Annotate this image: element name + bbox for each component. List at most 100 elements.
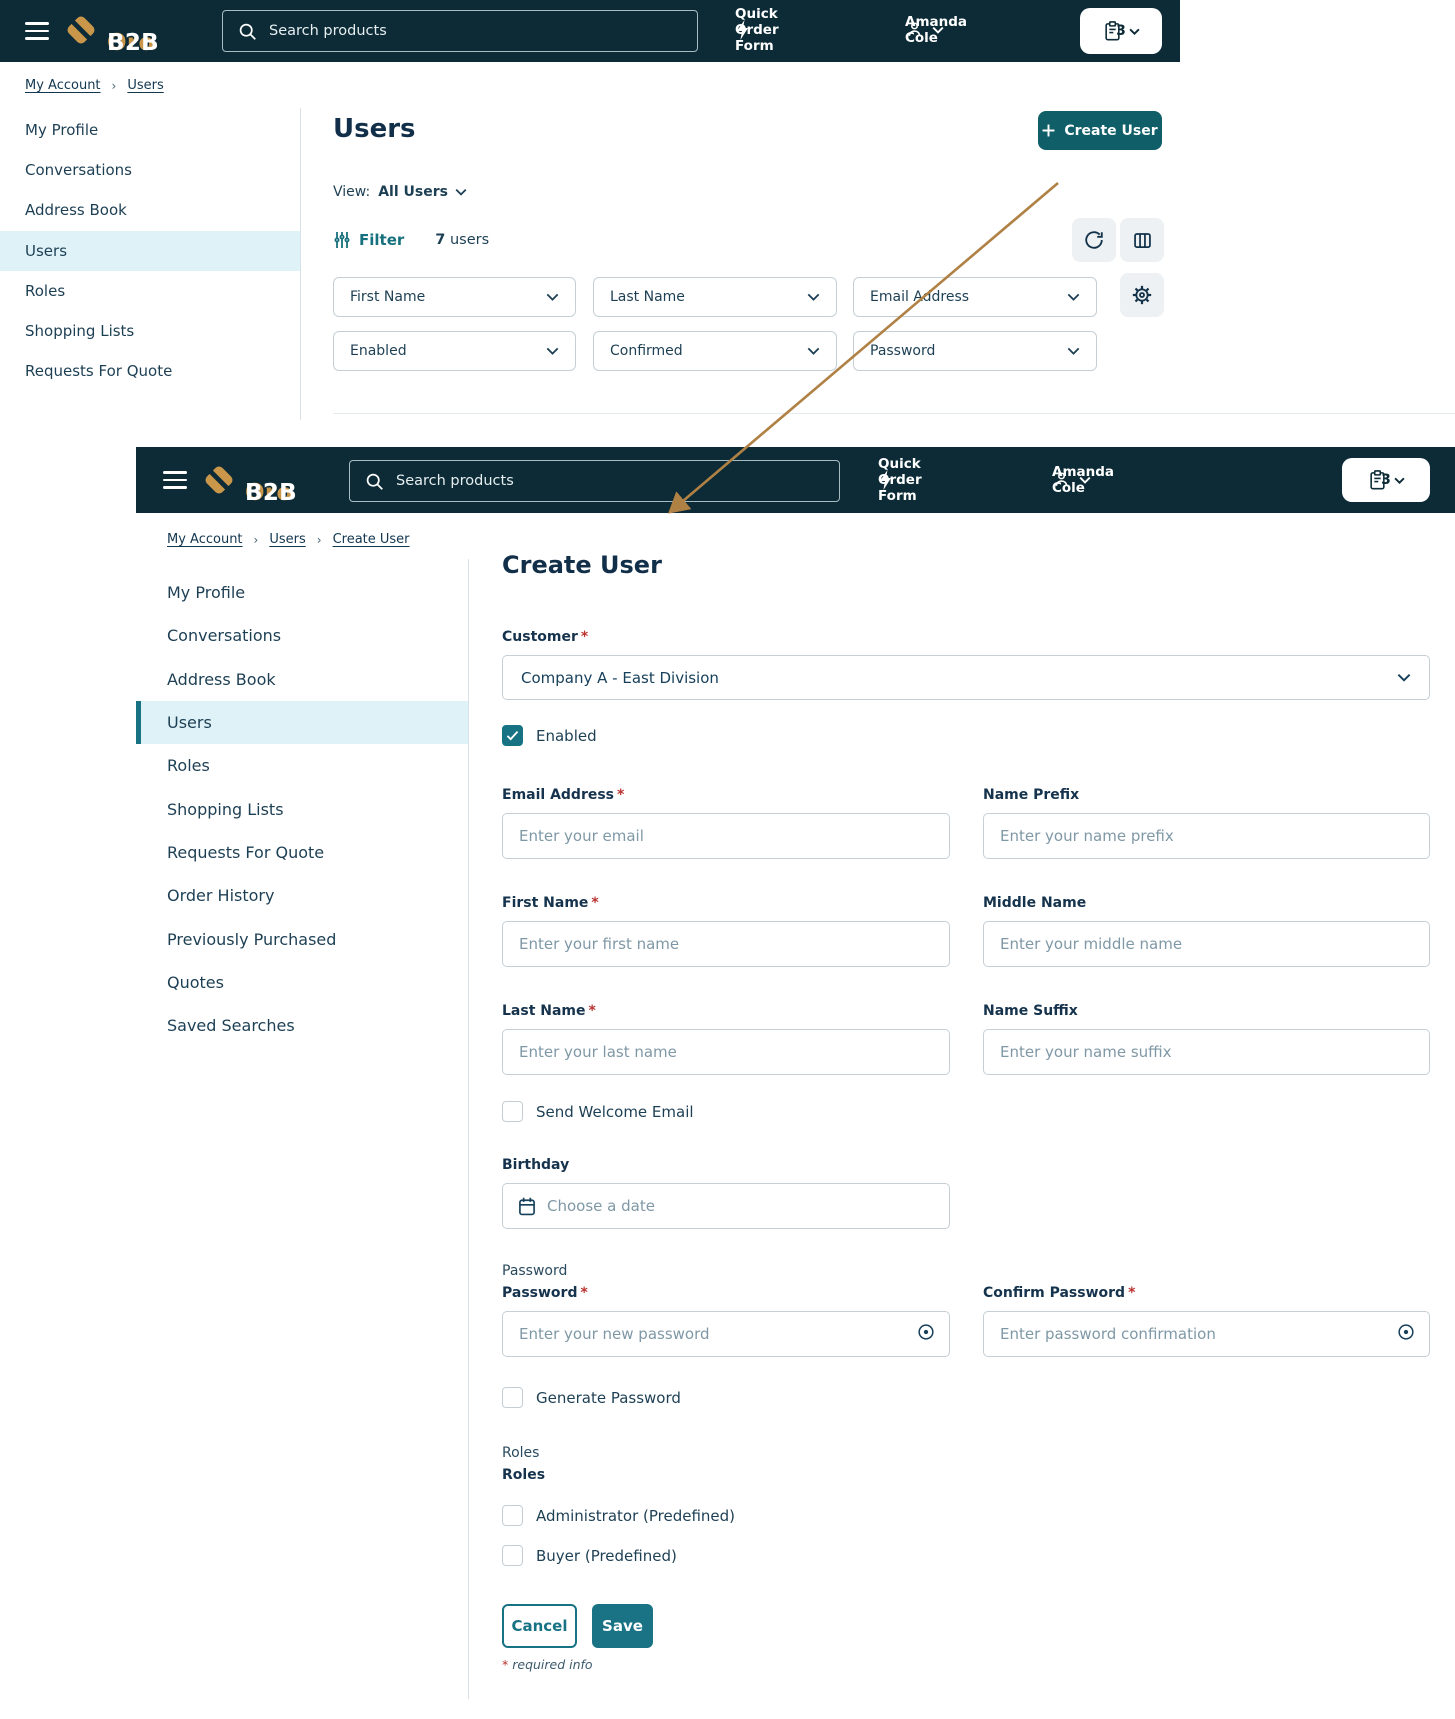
logo-diamond-icon [64,13,98,47]
show-confirm-password-icon[interactable] [1396,1322,1416,1346]
menu-icon[interactable] [25,22,49,40]
grid-settings-button[interactable] [1120,273,1164,317]
role-buyer-row[interactable]: Buyer (Predefined) [502,1545,677,1566]
first-name-field[interactable] [502,921,950,967]
search-input[interactable]: Search products [222,10,698,52]
sidebar-item-quotes[interactable]: Quotes [167,972,224,992]
sidebar-item-shopping-lists[interactable]: Shopping Lists [25,322,135,341]
sidebar-item-users[interactable]: Users [0,230,300,271]
columns-icon [1133,232,1151,248]
view-value[interactable]: All Users [378,184,467,200]
name-suffix-label: Name Suffix [983,1003,1078,1019]
required-asterisk: * [580,1285,588,1301]
customer-select[interactable]: Company A - East Division [502,655,1430,700]
generate-password-row[interactable]: Generate Password [502,1387,681,1408]
sidebar-item-roles[interactable]: Roles [25,281,66,300]
sidebar-item-roles[interactable]: Roles [167,756,210,776]
sidebar-item-users[interactable]: Users [136,700,468,745]
breadcrumb: My Account › Users › Create User [167,532,410,547]
filter-sliders-icon [334,232,350,248]
sidebar-item-previously-purchased[interactable]: Previously Purchased [167,929,337,949]
filter-first-name[interactable]: First Name [333,277,576,317]
middle-name-field[interactable] [983,921,1430,967]
breadcrumb-my-account[interactable]: My Account [167,532,243,547]
search-icon [366,473,383,490]
filter-enabled[interactable]: Enabled [333,331,576,371]
calendar-icon [519,1197,535,1215]
sidebar-item-order-history[interactable]: Order History [167,886,275,906]
refresh-icon [1085,231,1103,249]
password-label: Password * [502,1285,588,1301]
cart-button[interactable]: 3 [1342,458,1430,502]
quick-order-link[interactable]: Quick Order Form [878,456,922,504]
name-prefix-field[interactable] [983,813,1430,859]
cancel-button[interactable]: Cancel [502,1604,577,1648]
sidebar-item-requests-for-quote[interactable]: Requests For Quote [167,842,325,862]
user-menu[interactable]: Amanda Cole [905,13,968,46]
birthday-field[interactable]: Choose a date [502,1183,950,1229]
email-field[interactable] [502,813,950,859]
sidebar-item-conversations[interactable]: Conversations [25,161,132,180]
filter-confirmed[interactable]: Confirmed [593,331,837,371]
search-icon [239,23,256,40]
email-label: Email Address * [502,787,625,803]
sidebar-item-requests-for-quote[interactable]: Requests For Quote [25,362,173,381]
enabled-checkbox[interactable] [502,725,523,746]
sidebar-item-shopping-lists[interactable]: Shopping Lists [167,799,284,819]
generate-password-checkbox[interactable] [502,1387,523,1408]
last-name-field[interactable] [502,1029,950,1075]
customer-value: Company A - East Division [521,668,719,687]
logo-diamond-icon [202,463,236,497]
create-user-button[interactable]: Create User [1038,111,1162,150]
breadcrumb-users[interactable]: Users [269,532,306,547]
breadcrumb-my-account[interactable]: My Account [25,78,101,93]
top-header: Oro B2B Search products Quick Order Form … [136,447,1455,513]
menu-icon[interactable] [163,471,187,489]
filter-last-name[interactable]: Last Name [593,277,837,317]
password-section-label: Password [502,1263,568,1279]
breadcrumb-users[interactable]: Users [127,78,164,93]
role-administrator-row[interactable]: Administrator (Predefined) [502,1505,735,1526]
chevron-down-icon [1128,28,1140,35]
filter-email-address[interactable]: Email Address [853,277,1097,317]
user-menu[interactable]: Amanda Cole [1052,463,1115,496]
breadcrumb-create-user[interactable]: Create User [332,532,410,547]
filter-toggle[interactable]: Filter [333,231,404,249]
sidebar-item-my-profile[interactable]: My Profile [167,583,246,603]
sidebar-item-saved-searches[interactable]: Saved Searches [167,1016,295,1036]
show-password-icon[interactable] [916,1322,936,1346]
page-title: Users [333,114,416,144]
role-administrator-checkbox[interactable] [502,1505,523,1526]
refresh-button[interactable] [1072,218,1116,262]
chevron-down-icon [932,26,944,34]
columns-button[interactable] [1120,218,1164,262]
name-suffix-field[interactable] [983,1029,1430,1075]
generate-password-label: Generate Password [536,1388,681,1407]
top-header: Oro B2B Search products Quick Order Form … [0,0,1180,62]
plus-icon [1042,124,1055,137]
enabled-checkbox-row[interactable]: Enabled [502,725,597,746]
save-button[interactable]: Save [592,1604,653,1648]
filter-password[interactable]: Password [853,331,1097,371]
chevron-down-icon [1079,476,1091,484]
birthday-label: Birthday [502,1157,570,1173]
send-welcome-email-checkbox[interactable] [502,1101,523,1122]
sidebar-item-address-book[interactable]: Address Book [25,201,127,220]
clipboard-icon [1369,470,1385,490]
orob2b-logo[interactable]: Oro B2B [64,13,159,56]
search-input[interactable]: Search products [349,460,840,502]
quick-order-link[interactable]: Quick Order Form [735,6,779,54]
send-welcome-email-row[interactable]: Send Welcome Email [502,1101,694,1122]
sidebar-item-address-book[interactable]: Address Book [167,669,276,689]
orob2b-logo[interactable]: Oro B2B [202,463,297,506]
chevron-down-icon [546,347,559,355]
password-field[interactable] [502,1311,950,1357]
grid-top-border [333,413,1455,414]
view-selector: View: All Users [333,184,467,200]
sidebar-item-conversations[interactable]: Conversations [167,626,282,646]
cart-button[interactable]: 3 [1080,8,1162,54]
sidebar-item-my-profile[interactable]: My Profile [25,121,99,140]
role-buyer-checkbox[interactable] [502,1545,523,1566]
confirm-password-field[interactable] [983,1311,1430,1357]
